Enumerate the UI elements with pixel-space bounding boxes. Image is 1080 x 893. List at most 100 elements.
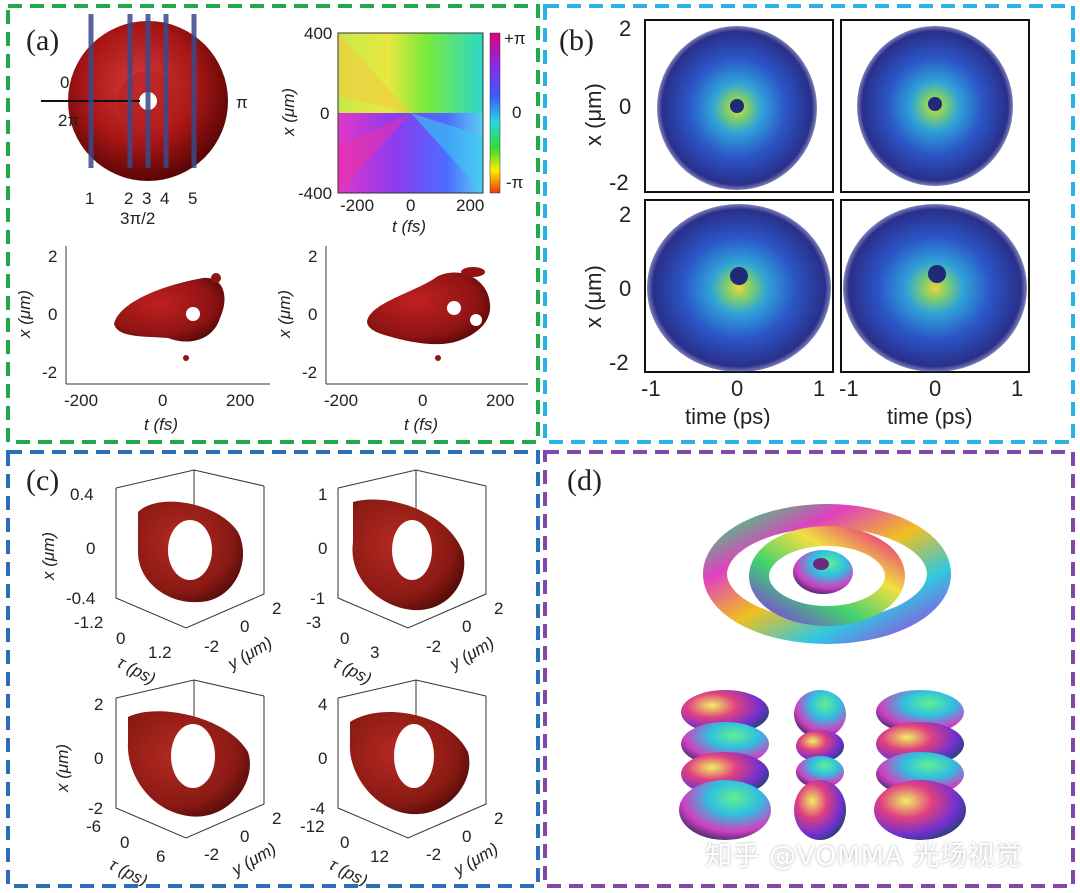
c4-y-tick-2: 2 bbox=[494, 809, 503, 828]
sliced-lobes-center bbox=[794, 690, 846, 840]
c2-y-tick-2: 2 bbox=[494, 599, 503, 618]
iso-right-ylabel: x (μm) bbox=[275, 290, 294, 339]
c3-tau-tick-2: 6 bbox=[156, 847, 165, 866]
b-xtick-right-a: 1 bbox=[813, 376, 825, 401]
c3-ztick-bottom: -2 bbox=[88, 799, 103, 818]
c4-tau-label: τ (ps) bbox=[326, 855, 371, 886]
iso-left-xtick-right: 200 bbox=[226, 391, 254, 410]
field-map-bottom-right bbox=[840, 199, 1030, 373]
slice-4-label: 4 bbox=[160, 189, 169, 208]
c4-ztick-bottom: -4 bbox=[310, 799, 325, 818]
c-surface-1 bbox=[138, 501, 244, 603]
c3-y-label: y (μm) bbox=[228, 839, 280, 880]
c4-y-tick-1: 0 bbox=[462, 827, 471, 846]
b-ytick-bottom-lower: -2 bbox=[609, 350, 629, 375]
phase-2pi-label: 2π bbox=[58, 111, 79, 130]
c2-tau-tick-0: -3 bbox=[306, 613, 321, 632]
b-ytick-bottom-upper: -2 bbox=[609, 170, 629, 195]
panel-a: (a) bbox=[8, 6, 538, 442]
c3-tau-tick-1: 0 bbox=[120, 833, 129, 852]
c2-ztick-mid: 0 bbox=[318, 539, 327, 558]
iso-right-ytick-mid: 0 bbox=[308, 305, 317, 324]
slice-1-label: 1 bbox=[85, 189, 94, 208]
c2-tau-label: τ (ps) bbox=[330, 653, 375, 689]
panel-b-graphics: 2 0 -2 x (μm) 2 0 -2 x (μm) -1 0 1 -1 0 … bbox=[581, 16, 1030, 429]
b-xtick-left-a: -1 bbox=[641, 376, 661, 401]
iso-left-xlabel: t (fs) bbox=[144, 415, 178, 434]
panel-c-graphics: 0.4 0 -0.4 x (μm) -1.2 0 1.2 τ (ps) -2 0… bbox=[39, 469, 503, 886]
c4-y-tick-0: -2 bbox=[426, 845, 441, 864]
slice-2-label: 2 bbox=[124, 189, 133, 208]
c4-tau-tick-1: 0 bbox=[340, 833, 349, 852]
c-surface-4 bbox=[349, 712, 470, 815]
c4-tau-tick-0: -12 bbox=[300, 817, 325, 836]
panel-b: (b) 2 0 - bbox=[545, 6, 1073, 442]
c1-tau-tick-0: -1.2 bbox=[74, 613, 103, 632]
phase-map-ytick-bottom: -400 bbox=[298, 184, 332, 203]
panel-c-border bbox=[6, 450, 540, 888]
slice-3-label: 3 bbox=[142, 189, 151, 208]
phase-map-xtick-left: -200 bbox=[340, 196, 374, 215]
iso-right-xtick-mid: 0 bbox=[418, 391, 427, 410]
c3-tau-tick-0: -6 bbox=[86, 817, 101, 836]
phase-map-ylabel: x (μm) bbox=[279, 88, 298, 137]
watermark: 知乎 @VOMMA 光场视觉 bbox=[705, 841, 1023, 872]
c1-y-label: y (μm) bbox=[224, 633, 276, 674]
c2-y-label: y (μm) bbox=[446, 633, 498, 674]
b-ylabel-upper: x (μm) bbox=[581, 83, 606, 146]
b-xtick-mid-b: 0 bbox=[929, 376, 941, 401]
c1-ztick-top: 0.4 bbox=[70, 485, 94, 504]
iso-left-ytick-top: 2 bbox=[48, 247, 57, 266]
c1-tau-tick-1: 0 bbox=[116, 629, 125, 648]
iso-right-xlabel: t (fs) bbox=[404, 415, 438, 434]
c2-ztick-top: 1 bbox=[318, 485, 327, 504]
c3-y-tick-2: 2 bbox=[272, 809, 281, 828]
c4-tau-tick-2: 12 bbox=[370, 847, 389, 866]
phase-map-ytick-mid: 0 bbox=[320, 104, 329, 123]
panel-c: (c) bbox=[8, 452, 538, 886]
isosurface-right bbox=[325, 246, 528, 385]
c1-ztick-bottom: -0.4 bbox=[66, 589, 95, 608]
vortex-torus bbox=[41, 14, 228, 181]
c4-ztick-top: 4 bbox=[318, 695, 327, 714]
c1-tau-tick-2: 1.2 bbox=[148, 643, 172, 662]
phase-map-xtick-mid: 0 bbox=[406, 196, 415, 215]
sliced-lobes-left bbox=[679, 690, 771, 840]
c3-ztick-top: 2 bbox=[94, 695, 103, 714]
panel-d: (d) bbox=[545, 452, 1073, 886]
panel-a-border bbox=[6, 4, 540, 444]
b-xtick-right-b: 1 bbox=[1011, 376, 1023, 401]
c-surface-3 bbox=[127, 711, 250, 817]
field-map-bottom-left bbox=[644, 199, 834, 373]
b-ytick-top-upper: 2 bbox=[619, 16, 631, 41]
c4-ztick-mid: 0 bbox=[318, 749, 327, 768]
panel-d-label: (d) bbox=[567, 464, 602, 497]
iso-right-xtick-right: 200 bbox=[486, 391, 514, 410]
iso-right-xtick-left: -200 bbox=[324, 391, 358, 410]
c3-y-tick-0: -2 bbox=[204, 845, 219, 864]
c-surface-2 bbox=[352, 499, 465, 611]
phase-3pi2-label: 3π/2 bbox=[120, 209, 155, 228]
isosurface-left bbox=[65, 246, 270, 385]
colorbar-tick-bottom: -π bbox=[506, 173, 523, 192]
panel-a-graphics: 0 2π π 1 2 3 4 5 3π/2 400 0 -400 x (μm) … bbox=[15, 14, 528, 434]
phase-pi-label: π bbox=[236, 93, 248, 112]
iso-left-xtick-left: -200 bbox=[64, 391, 98, 410]
c1-y-tick-0: -2 bbox=[204, 637, 219, 656]
iso-left-ytick-mid: 0 bbox=[48, 305, 57, 324]
c3-zlabel: x (μm) bbox=[53, 744, 72, 793]
phase-map-xtick-right: 200 bbox=[456, 196, 484, 215]
b-ytick-top-lower: 2 bbox=[619, 202, 631, 227]
c1-zlabel: x (μm) bbox=[39, 532, 58, 581]
slice-5-label: 5 bbox=[188, 189, 197, 208]
c2-y-tick-1: 0 bbox=[462, 617, 471, 636]
sliced-lobes-right bbox=[874, 690, 966, 840]
panel-c-label: (c) bbox=[26, 464, 60, 497]
iso-right-ytick-bottom: -2 bbox=[302, 363, 317, 382]
panel-d-border bbox=[543, 450, 1075, 888]
c2-y-tick-0: -2 bbox=[426, 637, 441, 656]
c1-ztick-mid: 0 bbox=[86, 539, 95, 558]
nested-tori bbox=[703, 504, 951, 644]
c4-y-label: y (μm) bbox=[450, 839, 502, 880]
c3-y-tick-1: 0 bbox=[240, 827, 249, 846]
